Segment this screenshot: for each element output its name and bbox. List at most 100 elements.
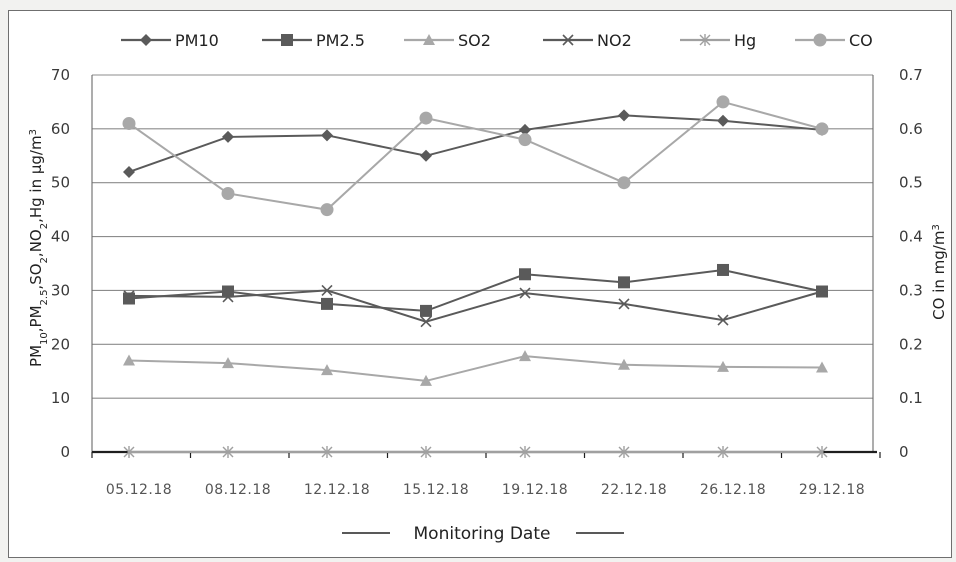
y-tick-label-left: 0 xyxy=(60,443,70,461)
x-marker-stroke xyxy=(717,314,729,326)
series-layer xyxy=(122,95,829,458)
data-point-pm2-5 xyxy=(519,268,531,281)
y-tick-label-left: 60 xyxy=(51,120,70,138)
x-marker-stroke xyxy=(816,285,828,298)
data-point-no2 xyxy=(816,285,828,298)
x-marker-stroke xyxy=(562,34,574,46)
y-axis-right-title: CO in mg/m3 xyxy=(930,224,948,320)
x-axis-title: Monitoring Date xyxy=(414,524,551,544)
y-tick-label-right: 0 xyxy=(899,443,909,461)
legend-label: NO2 xyxy=(597,31,632,50)
data-point-hg xyxy=(717,446,729,458)
series-hg xyxy=(123,446,828,458)
legend: PM10 PM2.5 SO2 NO2 Hg CO xyxy=(121,31,873,50)
legend-label: PM10 xyxy=(175,31,219,50)
data-point-no2 xyxy=(420,316,432,328)
data-point-no2 xyxy=(618,298,630,310)
x-tick-label: 22.12.18 xyxy=(601,482,667,498)
data-point-pm2-5 xyxy=(618,276,630,289)
legend-item-co: CO xyxy=(795,31,873,50)
y-tick-label-right: 0.3 xyxy=(899,281,923,299)
data-point-no2 xyxy=(321,284,333,296)
x-axis-ticks: 05.12.18 08.12.18 12.12.18 15.12.18 19.12.18… xyxy=(106,482,865,498)
data-point-co xyxy=(419,111,433,125)
data-point-hg xyxy=(420,446,432,458)
data-point-pm2-5 xyxy=(420,304,432,317)
legend-marker xyxy=(140,34,152,46)
legend-item-no2: NO2 xyxy=(543,31,632,50)
data-point-hg xyxy=(222,446,234,458)
data-point-hg xyxy=(519,446,531,458)
series-pm10 xyxy=(123,109,828,178)
series-no2 xyxy=(123,284,828,328)
x-marker-stroke xyxy=(420,316,432,328)
y-tick-label-left: 30 xyxy=(51,281,70,299)
data-point-pm10 xyxy=(222,130,234,143)
x-tick-label: 08.12.18 xyxy=(205,482,271,498)
data-point-hg xyxy=(816,446,828,458)
data-point-so2 xyxy=(717,360,729,372)
data-point-co xyxy=(518,133,532,147)
data-point-pm2-5 xyxy=(321,297,333,310)
legend-item-pm10: PM10 xyxy=(121,31,219,50)
x-tick-label: 29.12.18 xyxy=(799,482,865,498)
y-tick-label-left: 40 xyxy=(51,228,70,246)
y-tick-label-right: 0.2 xyxy=(899,335,923,353)
x-marker-stroke xyxy=(618,298,630,310)
x-tick-label: 19.12.18 xyxy=(502,482,568,498)
right-axis-ticks: 0 0.1 0.2 0.3 0.4 0.5 0.6 0.7 xyxy=(899,66,923,461)
data-point-so2 xyxy=(321,364,333,376)
x-marker-stroke xyxy=(519,287,531,299)
chart-frame xyxy=(8,10,952,558)
y-tick-label-left: 10 xyxy=(51,389,70,407)
x-marker-stroke xyxy=(321,284,333,296)
series-line-pm2-5 xyxy=(128,268,823,312)
series-line-pm10 xyxy=(128,114,823,173)
y-axis-left-title: PM10,PM2.5,SO2,NO2,Hg in μg/m3 xyxy=(27,129,50,367)
data-point-so2 xyxy=(123,354,135,366)
series-so2 xyxy=(123,350,828,386)
data-point-hg xyxy=(123,446,135,458)
legend-marker xyxy=(699,34,711,46)
data-point-pm10 xyxy=(321,129,333,142)
data-point-pm10 xyxy=(123,165,135,178)
data-point-so2 xyxy=(519,350,531,362)
legend-item-pm2-5: PM2.5 xyxy=(262,31,365,50)
data-point-no2 xyxy=(717,314,729,326)
data-point-co xyxy=(122,116,136,130)
x-tick-label: 12.12.18 xyxy=(304,482,370,498)
y-tick-label-left: 20 xyxy=(51,335,70,353)
legend-item-hg: Hg xyxy=(680,31,756,50)
x-marker-stroke xyxy=(222,291,234,303)
gridlines xyxy=(92,74,873,399)
y-tick-label-right: 0.6 xyxy=(899,120,923,138)
data-point-co xyxy=(815,122,829,136)
series-line-co xyxy=(128,100,823,211)
series-co xyxy=(122,95,829,217)
data-point-pm10 xyxy=(618,109,630,122)
y-tick-label-right: 0.4 xyxy=(899,228,923,246)
legend-item-so2: SO2 xyxy=(404,31,491,50)
data-point-hg xyxy=(321,446,333,458)
data-point-co xyxy=(320,203,334,217)
legend-marker xyxy=(281,34,293,46)
legend-label: Hg xyxy=(734,31,756,50)
data-point-pm2-5 xyxy=(717,263,729,276)
data-point-no2 xyxy=(123,290,135,302)
y-tick-label-right: 0.1 xyxy=(899,389,923,407)
data-point-co xyxy=(617,176,631,190)
y-tick-label-left: 50 xyxy=(51,174,70,192)
legend-label: SO2 xyxy=(458,31,491,50)
data-point-pm2-5 xyxy=(123,292,135,305)
x-tick-label: 26.12.18 xyxy=(700,482,766,498)
x-tick-label: 15.12.18 xyxy=(403,482,469,498)
data-point-so2 xyxy=(420,374,432,386)
data-point-no2 xyxy=(519,287,531,299)
data-point-pm10 xyxy=(717,114,729,127)
legend-label: PM2.5 xyxy=(316,31,365,50)
data-point-pm10 xyxy=(420,149,432,162)
data-point-hg xyxy=(618,446,630,458)
y-tick-label-left: 70 xyxy=(51,66,70,84)
x-marker-stroke xyxy=(123,290,135,302)
